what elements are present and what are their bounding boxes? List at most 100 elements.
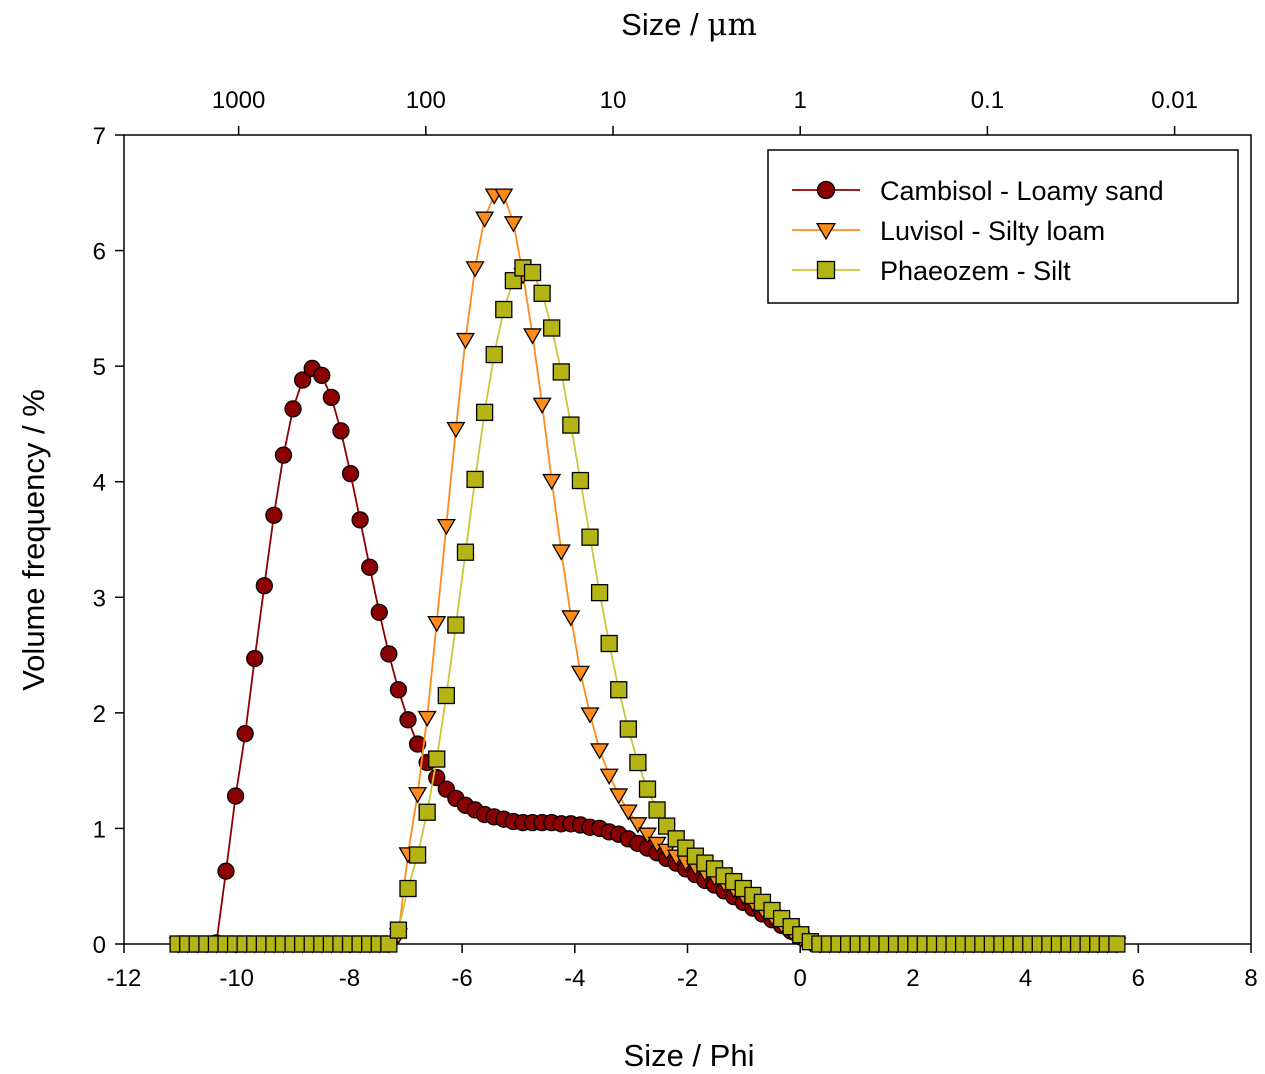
data-point — [475, 211, 495, 228]
data-point — [658, 817, 676, 835]
y-tick-label: 1 — [93, 816, 106, 843]
data-point — [600, 634, 618, 653]
top-tick-label: 0.1 — [971, 87, 1004, 114]
data-point — [465, 261, 485, 278]
legend-label: Phaeozem - Silt — [880, 256, 1071, 286]
data-point — [561, 610, 581, 627]
data-point — [637, 827, 658, 844]
data-point — [417, 710, 437, 728]
data-point — [418, 803, 436, 821]
data-point — [562, 416, 580, 434]
top-axis-title-prefix: Size / — [621, 7, 707, 42]
data-point — [475, 403, 494, 422]
legend-marker — [815, 222, 837, 241]
top-tick-label: 0.01 — [1151, 87, 1198, 114]
data-point — [293, 371, 312, 389]
data-point — [217, 862, 235, 880]
data-point — [341, 464, 360, 483]
data-point — [551, 544, 571, 561]
y-tick-label: 2 — [93, 701, 106, 728]
x-tick-label: 2 — [906, 965, 919, 992]
data-point — [590, 743, 610, 760]
top-tick-label: 1 — [794, 87, 807, 114]
data-point — [436, 518, 456, 536]
y-tick-label: 7 — [93, 123, 106, 150]
top-tick-label: 1000 — [212, 87, 265, 114]
data-point — [408, 787, 428, 804]
x-tick-label: -2 — [677, 965, 698, 992]
top-tick-label: 100 — [406, 87, 446, 114]
data-point — [580, 707, 600, 724]
top-tick-label: 10 — [600, 87, 627, 114]
data-point — [408, 735, 427, 753]
data-point — [437, 686, 455, 705]
y-tick-label: 5 — [93, 354, 106, 381]
data-point — [648, 801, 666, 819]
legend-label: Cambisol - Loamy sand — [880, 176, 1164, 206]
data-point — [246, 649, 264, 668]
data-point — [629, 753, 647, 772]
data-point — [503, 216, 523, 233]
series-line — [178, 367, 1117, 945]
data-point — [456, 543, 475, 561]
y-tick-label: 3 — [93, 585, 106, 612]
data-point — [485, 345, 503, 364]
data-point — [255, 577, 273, 595]
data-point — [313, 366, 331, 385]
data-point — [466, 470, 484, 489]
data-point — [619, 720, 637, 738]
top-axis-title: Size / μm — [621, 7, 757, 43]
data-point — [552, 363, 570, 381]
legend-label: Luvisol - Silty loam — [880, 216, 1105, 246]
data-point — [274, 446, 293, 464]
data-point — [389, 921, 408, 939]
data-point — [427, 616, 447, 633]
data-point — [523, 328, 543, 345]
data-point — [610, 681, 628, 699]
data-point — [638, 780, 657, 798]
data-point — [428, 750, 446, 768]
x-tick-label: -12 — [107, 965, 142, 992]
data-series — [168, 188, 1127, 954]
data-point — [618, 804, 638, 821]
data-point — [599, 768, 619, 785]
x-tick-label: 8 — [1244, 965, 1257, 992]
data-point — [361, 558, 379, 576]
data-point — [523, 263, 542, 282]
data-point — [609, 788, 629, 805]
data-point — [628, 817, 648, 834]
x-tick-label: 0 — [794, 965, 807, 992]
data-point — [284, 400, 302, 418]
data-point — [570, 665, 590, 683]
series-1 — [169, 359, 1126, 953]
x-tick-label: -8 — [339, 965, 360, 992]
data-point — [590, 584, 609, 602]
data-point — [542, 473, 562, 491]
data-point — [380, 935, 398, 953]
legend: Cambisol - Loamy sand Luvisol - Silty loa… — [767, 149, 1239, 304]
data-point — [543, 319, 561, 337]
data-point — [495, 300, 513, 319]
legend-box — [767, 149, 1239, 304]
data-point — [380, 645, 398, 663]
data-point — [389, 681, 408, 699]
y-tick-label: 4 — [93, 470, 106, 497]
data-point — [494, 188, 514, 205]
data-point — [351, 511, 369, 529]
data-point — [408, 846, 427, 864]
data-point — [533, 284, 551, 302]
data-point — [332, 422, 350, 440]
y-tick-label: 6 — [93, 239, 106, 266]
data-point — [236, 725, 254, 743]
data-point — [265, 506, 283, 524]
data-point — [226, 787, 245, 805]
data-point — [571, 471, 590, 490]
x-tick-label: -4 — [564, 965, 585, 992]
data-point — [532, 397, 552, 414]
x-tick-label: -10 — [219, 965, 254, 992]
data-point — [446, 421, 466, 439]
x-tick-label: 4 — [1019, 965, 1032, 992]
data-point — [399, 879, 417, 898]
data-point — [455, 332, 476, 350]
